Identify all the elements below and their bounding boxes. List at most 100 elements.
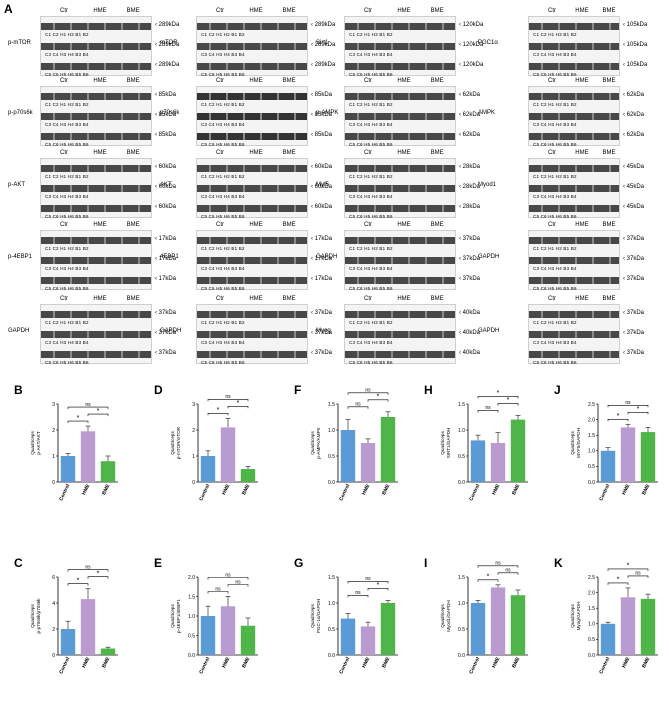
lane-labels: C1 C2 H1 H2 B1 B2 <box>201 320 245 325</box>
y-axis-label: Quadriceps <box>30 431 35 455</box>
kda-marker: ‹ 37kDa <box>311 330 333 336</box>
blot-band-row <box>529 205 619 212</box>
x-tick-label: Control <box>338 656 351 675</box>
bar-hme <box>490 587 506 655</box>
y-tick-label: 1.0 <box>188 614 195 620</box>
bar-chart-G: G Quadriceps PGC-1α/GAPDH 0.0 0.5 1.0 1.5 Contr… <box>294 556 398 675</box>
y-tick-label: 1.0 <box>458 428 465 434</box>
significance-label: * <box>237 400 240 407</box>
y-tick-label: 0 <box>52 480 55 486</box>
blot-band-row <box>197 351 307 358</box>
blot-band-row <box>529 185 619 192</box>
group-label: HME <box>249 296 263 302</box>
blot-panel: C1 C2 H1 H2 B1 B2 ‹ 37kDa C3 C4 H3 H4 B3 B… <box>528 230 644 291</box>
blot-band-row <box>529 331 619 338</box>
blot-band-row <box>41 23 151 30</box>
bar-control <box>470 603 486 655</box>
group-label: Ctr <box>548 8 556 14</box>
lane-labels: C1 C2 H1 H2 B1 B2 <box>45 32 89 37</box>
blot-band-row <box>197 205 307 212</box>
blot-band-row <box>345 237 455 244</box>
kda-marker: ‹ 289kDa <box>155 42 180 48</box>
group-label: BME <box>282 8 296 14</box>
lane-labels: C1 C2 H1 H2 B1 B2 <box>201 246 245 251</box>
group-label: HME <box>397 222 411 228</box>
lane-labels: C3 C4 H3 H4 B3 B4 <box>45 266 89 271</box>
x-tick-label: HME <box>81 656 91 669</box>
group-label: Ctr <box>60 222 68 228</box>
bar-control <box>340 618 356 655</box>
blot-band-row <box>41 331 151 338</box>
significance-label: ns <box>235 579 241 585</box>
lane-labels: C3 C4 H3 H4 B3 B4 <box>45 52 89 57</box>
significance-label: ns <box>355 590 361 596</box>
kda-marker: ‹ 85kDa <box>311 132 333 138</box>
lane-labels: C3 C4 H3 H4 B3 B4 <box>349 340 393 345</box>
significance-label: * <box>217 407 220 414</box>
bar-control <box>60 629 76 655</box>
lane-labels: C3 C4 H3 H4 B3 B4 <box>201 266 245 271</box>
blot-band-row <box>41 43 151 50</box>
y-tick-label: 2.0 <box>588 417 595 423</box>
bar-control <box>600 623 616 655</box>
y-axis-label: Quadriceps <box>310 431 315 455</box>
x-tick-label: HME <box>491 483 501 496</box>
group-label: HME <box>575 78 589 84</box>
blot-band-row <box>41 133 151 140</box>
y-axis-label: Myod1/GAPDH <box>446 600 451 631</box>
x-tick-label: HME <box>81 483 91 496</box>
significance-label: ns <box>215 586 221 592</box>
y-tick-label: 1.0 <box>588 449 595 455</box>
x-tick-label: HME <box>221 483 231 496</box>
protein-label: GAPDH <box>160 328 182 334</box>
kda-marker: ‹ 37kDa <box>459 276 481 282</box>
blot-panel: C1 C2 H1 H2 B1 B2 ‹ 105kDa C3 C4 H3 H4 B3 … <box>528 16 647 77</box>
kda-marker: ‹ 85kDa <box>311 92 333 98</box>
blot-band-row <box>41 63 151 70</box>
blot-band-row <box>345 205 455 212</box>
blot-band-row <box>41 351 151 358</box>
significance-label: * <box>637 406 640 413</box>
significance-label: * <box>617 577 620 584</box>
y-axis-label: Quadriceps <box>310 604 315 628</box>
y-tick-label: 2.0 <box>588 590 595 596</box>
blot-band-row <box>197 311 307 318</box>
significance-label: ns <box>225 394 231 400</box>
y-tick-label: 0.5 <box>328 627 335 633</box>
x-tick-label: Control <box>598 656 611 675</box>
group-label: HME <box>93 8 107 14</box>
bar-chart-J: J Quadriceps MYF5/GAPDH 0.0 0.5 1.0 1.5 2.0 2.5 C… <box>554 383 658 502</box>
protein-label: PGC1α <box>478 40 498 46</box>
y-axis-label: Quadriceps <box>170 431 175 455</box>
y-tick-label: 2 <box>52 428 55 434</box>
group-label: BME <box>282 150 296 156</box>
y-tick-label: 0.0 <box>458 653 465 659</box>
lane-labels: C1 C2 H1 H2 B1 B2 <box>533 32 577 37</box>
panel-label-J: J <box>554 383 561 397</box>
protein-label: p70s6k <box>160 110 180 116</box>
blot-band-row <box>197 185 307 192</box>
blot-band-row <box>529 63 619 70</box>
x-tick-label: Control <box>468 483 481 502</box>
group-label: HME <box>575 150 589 156</box>
y-tick-label: 0.0 <box>588 480 595 486</box>
group-label: HME <box>249 8 263 14</box>
blot-panel: C1 C2 H1 H2 B1 B2 ‹ 17kDa C3 C4 H3 H4 B3 B… <box>40 230 176 291</box>
kda-marker: ‹ 62kDa <box>623 132 645 138</box>
blot-band-row <box>41 113 151 120</box>
panel-label-C: C <box>14 556 23 570</box>
lane-labels: C3 C4 H3 H4 B3 B4 <box>201 340 245 345</box>
bar-hme <box>360 443 376 482</box>
significance-bracket <box>477 410 499 413</box>
blot-band-row <box>345 165 455 172</box>
blot-band-row <box>41 257 151 264</box>
blot-band-row <box>197 23 307 30</box>
kda-marker: ‹ 60kDa <box>155 184 177 190</box>
blot-panel: C1 C2 H1 H2 B1 B2 ‹ 40kDa C3 C4 H3 H4 B3 B… <box>344 304 480 365</box>
panel-label-E: E <box>154 556 162 570</box>
blot-band-row <box>197 237 307 244</box>
blot-panel: C1 C2 H1 H2 B1 B2 ‹ 85kDa C3 C4 H3 H4 B3 B… <box>196 86 332 147</box>
group-label: BME <box>126 78 140 84</box>
lane-labels: C5 C6 H5 H6 B5 B6 <box>533 360 577 365</box>
